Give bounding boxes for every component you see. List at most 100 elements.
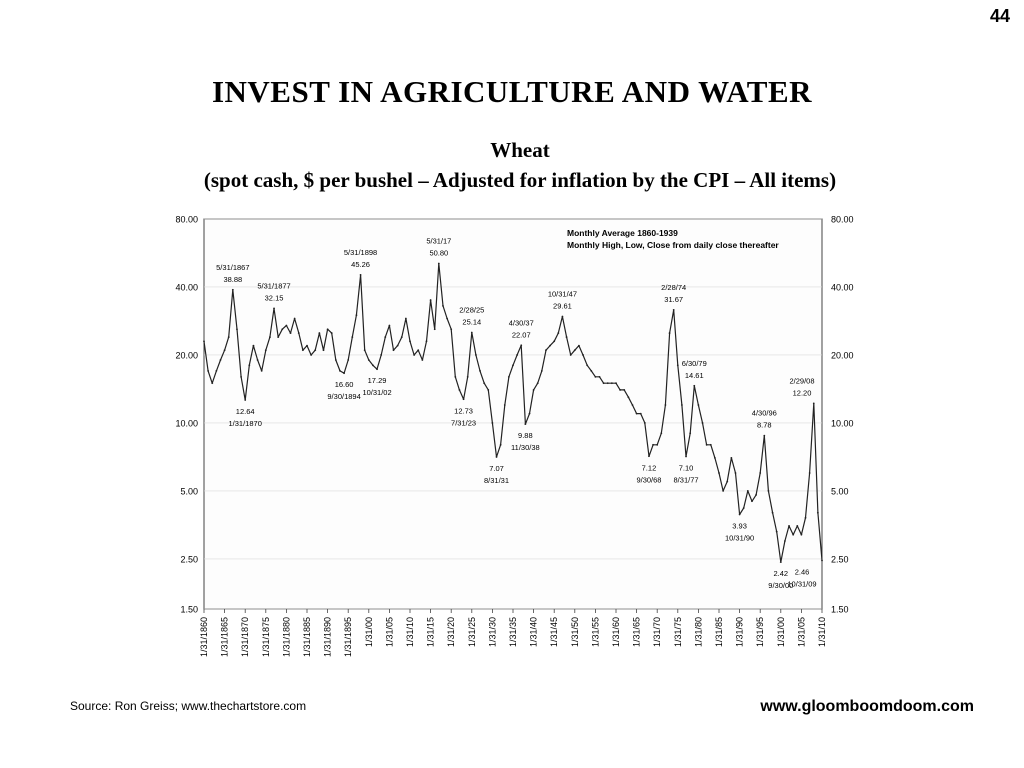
x-tick-label: 1/31/80 <box>693 617 703 647</box>
x-tick-label: 1/31/20 <box>446 617 456 647</box>
data-point <box>470 331 473 334</box>
data-point <box>413 354 416 356</box>
data-point <box>578 344 580 347</box>
data-point <box>421 359 424 361</box>
x-tick-label: 1/31/30 <box>487 617 497 647</box>
data-point <box>697 404 700 406</box>
y-tick-label-left: 40.00 <box>175 282 198 292</box>
data-point <box>215 369 218 372</box>
data-point <box>545 349 547 352</box>
data-point <box>672 308 675 311</box>
data-point <box>718 472 720 474</box>
data-point <box>788 525 790 527</box>
data-point <box>648 455 650 458</box>
data-point <box>203 340 205 343</box>
data-point <box>598 375 601 378</box>
data-point <box>479 369 481 372</box>
data-point <box>277 336 280 338</box>
data-point <box>310 354 313 356</box>
annotation-label: 9.88 <box>518 431 533 440</box>
annotation-label: 38.88 <box>223 275 242 284</box>
data-point <box>763 434 766 437</box>
data-point <box>437 262 440 265</box>
data-point <box>454 375 457 378</box>
x-tick-label: 1/31/1875 <box>261 617 271 657</box>
data-point <box>656 443 659 446</box>
data-point <box>689 432 692 435</box>
annotation-label: 9/30/00 <box>768 581 793 590</box>
y-tick-label-left: 2.50 <box>180 554 198 564</box>
data-point <box>512 364 514 367</box>
data-point <box>293 317 296 320</box>
data-point <box>594 375 597 378</box>
data-point <box>532 389 535 391</box>
annotation-label: 1/31/1870 <box>229 419 262 428</box>
annotation-label: 10/31/02 <box>362 388 391 397</box>
x-axis: 1/31/1860 1/31/1865 1/31/1870 1/31/1875 1/31… <box>199 609 827 657</box>
x-tick-label: 1/31/1860 <box>199 617 209 657</box>
data-point <box>380 354 383 356</box>
annotation-label: 5/31/1877 <box>257 281 290 290</box>
data-point <box>759 472 762 474</box>
data-point <box>409 340 411 343</box>
data-point <box>273 307 275 310</box>
data-point <box>796 525 799 527</box>
data-point <box>264 349 267 352</box>
annotations: 5/31/1867 38.88 12.64 1/31/1870 5/31/1877 32.… <box>216 237 816 591</box>
x-tick-label: 1/31/1865 <box>220 617 230 657</box>
data-point <box>495 456 498 458</box>
data-point <box>507 375 510 378</box>
annotation-label: 10/31/09 <box>787 579 816 588</box>
data-point <box>635 412 638 415</box>
annotation-label: 11/30/38 <box>511 443 540 452</box>
data-point <box>256 359 259 361</box>
y-tick-label-left: 5.00 <box>180 486 198 496</box>
data-point <box>499 443 502 446</box>
data-point <box>227 336 230 338</box>
annotation-label: 3.93 <box>732 522 747 531</box>
x-tick-label: 1/31/10 <box>405 617 415 647</box>
annotation-label: 7/31/23 <box>451 418 476 427</box>
data-point <box>553 340 556 343</box>
data-point <box>433 328 436 331</box>
annotation-label: 22.07 <box>512 330 531 339</box>
x-tick-label: 1/31/1885 <box>302 617 312 657</box>
data-point <box>705 443 708 446</box>
data-point <box>619 389 622 391</box>
data-point <box>301 349 304 352</box>
data-point <box>742 507 745 509</box>
y-tick-label-right: 1.50 <box>831 605 849 615</box>
data-point <box>260 369 263 372</box>
data-point <box>289 332 292 334</box>
data-point <box>549 344 551 347</box>
data-point <box>429 299 432 301</box>
annotation-label: 12.64 <box>236 407 255 416</box>
data-point <box>713 457 716 459</box>
data-point <box>816 511 819 514</box>
annotation-label: 7.10 <box>679 464 694 473</box>
data-point <box>524 423 527 426</box>
data-point <box>442 304 444 307</box>
annotation-label: 8.78 <box>757 421 772 430</box>
data-point <box>639 412 642 415</box>
chart-note-line: Monthly Average 1860-1939 <box>567 228 678 238</box>
data-point <box>339 369 341 372</box>
annotation-label: 14.61 <box>685 371 704 380</box>
data-point <box>343 372 345 375</box>
data-point <box>722 490 725 492</box>
data-point <box>652 443 654 446</box>
data-point <box>516 354 519 356</box>
data-point <box>322 349 325 352</box>
data-point <box>351 336 354 338</box>
x-tick-label: 1/31/10 <box>817 617 827 647</box>
x-tick-label: 1/31/40 <box>529 617 539 647</box>
annotation-label: 7.12 <box>642 463 657 472</box>
annotation-label: 2/29/08 <box>789 376 814 385</box>
annotation-label: 16.60 <box>335 380 354 389</box>
x-tick-label: 1/31/60 <box>611 617 621 647</box>
data-point <box>475 354 477 356</box>
website-link[interactable]: www.gloomboomdoom.com <box>760 698 974 715</box>
data-point <box>207 369 210 372</box>
data-point <box>561 315 564 318</box>
data-point <box>244 399 247 401</box>
